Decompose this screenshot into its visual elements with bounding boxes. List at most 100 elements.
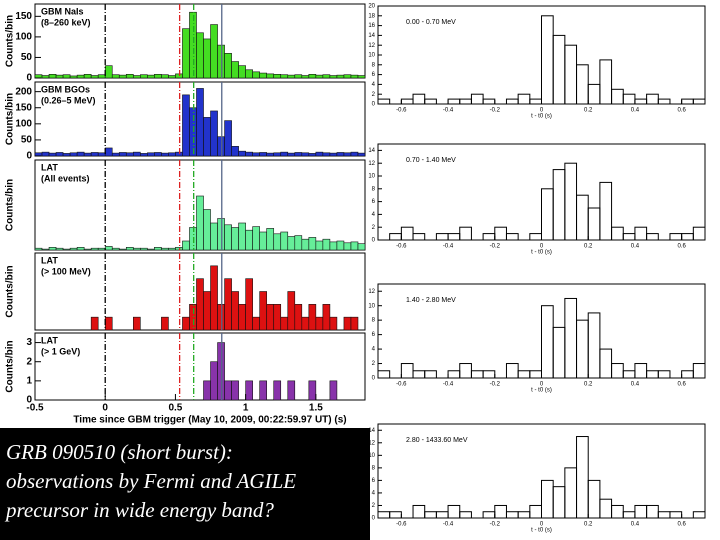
histogram-bar — [97, 152, 106, 157]
histogram-bar — [599, 59, 613, 105]
y-tick-label: 12 — [368, 43, 375, 49]
histogram-bar — [231, 61, 239, 79]
y-axis-label: Counts/bin — [5, 265, 16, 317]
y-tick-label: 6 — [372, 72, 376, 78]
histogram-bar — [280, 231, 289, 251]
x-tick-label: 0.5 — [168, 403, 182, 414]
histogram-bar — [259, 291, 268, 331]
histogram-bar — [329, 380, 338, 401]
x-tick-label: 0.6 — [677, 522, 686, 528]
y-tick-label: 4 — [372, 212, 376, 218]
x-tick-label: 1 — [243, 403, 249, 414]
histogram-bar — [111, 74, 120, 79]
histogram-bar — [259, 72, 268, 79]
y-tick-label: 50 — [21, 52, 33, 63]
histogram-bar — [118, 74, 127, 79]
x-tick-label: -0.4 — [443, 522, 454, 528]
y-tick-label: 150 — [15, 11, 32, 22]
histogram-bar — [147, 248, 155, 251]
histogram-bar — [125, 247, 134, 251]
histogram-bar — [238, 65, 246, 79]
y-tick-label: 14 — [368, 428, 375, 434]
histogram-bar — [287, 380, 296, 401]
histogram-bar — [350, 316, 359, 331]
histogram-bar — [599, 181, 613, 241]
caption-line: observations by Fermi and AGILE — [6, 469, 297, 493]
x-axis-label: t - t0 (s) — [531, 250, 552, 256]
x-tick-label: 0.4 — [631, 108, 640, 114]
x-tick-label: -0.4 — [443, 382, 454, 388]
histogram-bar — [62, 153, 71, 157]
histogram-bar — [245, 380, 253, 401]
x-tick-label: 0.2 — [584, 108, 593, 114]
histogram-bar — [315, 74, 324, 79]
histogram-bar — [224, 278, 232, 331]
histogram-bar — [273, 152, 282, 157]
x-tick-label: 0.4 — [631, 522, 640, 528]
panel-label: LAT — [41, 255, 58, 265]
x-axis-label: t - t0 (s) — [531, 528, 552, 534]
histogram-bar — [210, 361, 218, 401]
histogram-bar — [301, 238, 310, 251]
histogram-bar — [459, 511, 472, 519]
histogram-bar — [308, 153, 317, 157]
x-tick-label: 0.6 — [677, 244, 686, 250]
y-tick-label: 10 — [368, 453, 375, 459]
x-tick-label: -0.4 — [443, 108, 454, 114]
y-tick-label: 12 — [368, 289, 375, 295]
histogram-bar — [245, 229, 253, 251]
x-tick-label: 0 — [540, 244, 544, 250]
histogram-bar — [315, 240, 324, 251]
y-tick-label: 4 — [372, 347, 376, 353]
histogram-bar — [273, 380, 282, 401]
x-tick-label: 0.2 — [584, 244, 593, 250]
histogram-bar — [125, 152, 134, 157]
x-tick-label: -0.4 — [443, 244, 454, 250]
histogram-bar — [238, 304, 246, 331]
y-tick-label: 2 — [372, 92, 376, 98]
histogram-bar — [336, 74, 345, 79]
histogram-bar — [231, 146, 239, 157]
y-tick-label: 8 — [372, 62, 376, 68]
histogram-bar — [196, 88, 204, 157]
x-tick-label: 0.6 — [677, 108, 686, 114]
histogram-bar — [576, 436, 589, 519]
x-tick-label: -0.5 — [26, 403, 44, 414]
x-tick-label: 0 — [102, 403, 108, 414]
histogram-bar — [196, 32, 204, 79]
histogram-bar — [294, 235, 303, 251]
y-tick-label: 12 — [368, 440, 375, 446]
histogram-bar — [132, 151, 141, 157]
histogram-bar — [104, 65, 113, 79]
histogram-bar — [90, 152, 99, 157]
y-tick-label: 50 — [21, 135, 33, 146]
histogram-bar — [182, 94, 190, 157]
y-tick-label: 10 — [368, 174, 375, 180]
histogram-bar — [210, 24, 218, 79]
histogram-bar — [692, 98, 706, 105]
y-tick-label: 6 — [372, 199, 376, 205]
histogram-bar — [55, 152, 64, 157]
histogram-bar — [41, 75, 50, 79]
histogram-bar — [76, 247, 85, 251]
x-tick-label: -0.6 — [396, 244, 407, 250]
histogram-bar — [224, 224, 232, 251]
y-tick-label: 0 — [372, 516, 376, 522]
histogram-bar — [692, 511, 706, 519]
histogram-bar — [161, 247, 169, 251]
histogram-bar — [301, 152, 310, 157]
histogram-bar — [189, 107, 197, 157]
histogram-bar — [97, 74, 106, 79]
panel-label: 1.40 - 2.80 MeV — [406, 297, 456, 304]
histogram-bar — [196, 278, 204, 331]
panel-label: (All events) — [41, 173, 90, 183]
histogram-bar — [259, 231, 268, 251]
x-tick-label: -0.6 — [396, 522, 407, 528]
histogram-bar — [343, 316, 352, 331]
panel-label: LAT — [41, 335, 58, 345]
caption-line: precursor in wide energy band? — [6, 498, 274, 522]
y-axis-label: Counts/bin — [5, 340, 16, 392]
histogram-bar — [104, 246, 113, 251]
histogram-bar — [357, 152, 366, 157]
